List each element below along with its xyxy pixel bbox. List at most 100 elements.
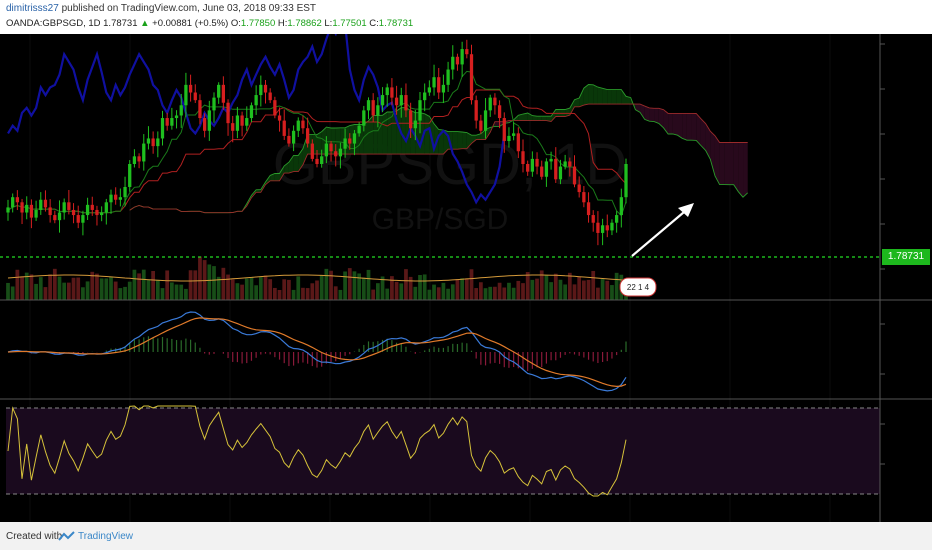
- volume-bar: [497, 282, 502, 300]
- cloud-segment: [382, 111, 388, 155]
- cloud-segment: [279, 165, 285, 181]
- candle-body: [577, 184, 581, 193]
- volume-bar: [563, 284, 568, 300]
- volume-bar: [357, 273, 362, 300]
- volume-bar: [343, 271, 347, 300]
- volume-bar: [249, 277, 254, 300]
- candle-body: [446, 69, 450, 85]
- volume-bar: [165, 270, 170, 300]
- candle-body: [71, 209, 76, 216]
- volume-bar: [399, 283, 404, 300]
- candle-body: [146, 138, 151, 144]
- candle-body: [118, 197, 123, 200]
- candle-body: [366, 100, 371, 111]
- candle-body: [123, 186, 127, 198]
- candle-body: [511, 133, 516, 136]
- volume-bar: [99, 278, 104, 300]
- published-text: published on TradingView.com, June 03, 2…: [61, 3, 317, 14]
- candle-body: [291, 130, 296, 144]
- rsi-band: [6, 408, 880, 494]
- candle-body: [497, 105, 502, 119]
- candle-body: [11, 197, 15, 208]
- volume-bar: [137, 273, 141, 300]
- volume-bar: [216, 276, 221, 300]
- candle-body: [493, 97, 497, 106]
- candle-body: [408, 110, 413, 129]
- candle-body: [329, 143, 333, 152]
- volume-bar: [521, 283, 525, 300]
- cloud-segment: [583, 84, 589, 106]
- cloud-segment: [293, 155, 299, 172]
- candle-body: [343, 138, 347, 149]
- candle-body: [39, 199, 43, 210]
- volume-bar: [193, 270, 198, 300]
- cloud-segment: [471, 135, 477, 144]
- event-badge[interactable]: 22 1 4: [619, 277, 657, 297]
- volume-bar: [57, 276, 62, 300]
- cloud-segment: [565, 108, 570, 117]
- candle-body: [558, 166, 563, 180]
- price-chart[interactable]: GBPSGD, 1D GBP/SGD 22 1 4: [0, 34, 932, 522]
- cloud-segment: [401, 107, 406, 155]
- volume-bar: [319, 275, 324, 300]
- candle-body: [572, 166, 577, 185]
- candle-body: [437, 77, 441, 93]
- candle-body: [99, 212, 104, 216]
- volume-bar: [455, 279, 460, 300]
- volume-bar: [511, 287, 516, 300]
- candle-body: [296, 120, 300, 131]
- candle-body: [76, 215, 80, 223]
- cloud-segment: [626, 96, 631, 105]
- cloud-segment: [607, 89, 612, 105]
- candle-body: [151, 138, 155, 147]
- tradingview-brand[interactable]: TradingView: [78, 531, 134, 542]
- candle-body: [469, 54, 474, 101]
- candle-body: [427, 87, 432, 93]
- volume-bar: [460, 278, 465, 300]
- volume-bar: [10, 286, 15, 300]
- high-value: 1.78862: [287, 18, 322, 29]
- cloud-segment: [686, 113, 692, 141]
- symbol-label: OANDA:GBPSGD, 1D: [6, 18, 101, 29]
- candle-body: [142, 143, 146, 162]
- cloud-segment: [452, 131, 458, 150]
- candle-body: [207, 110, 211, 131]
- volume-bar: [478, 282, 483, 300]
- volume-bar: [184, 288, 188, 300]
- volume-bar: [109, 276, 113, 300]
- candle-body: [488, 97, 492, 111]
- cloud-segment: [546, 116, 552, 122]
- candle-body: [170, 118, 174, 126]
- volume-bar: [48, 274, 53, 300]
- candle-body: [596, 222, 600, 233]
- cloud-segment: [658, 108, 664, 128]
- cloud-segment: [363, 120, 369, 155]
- volume-bar: [282, 279, 287, 300]
- candle-body: [362, 110, 366, 126]
- candle-body: [474, 100, 478, 121]
- candle-body: [376, 105, 380, 116]
- volume-bar: [66, 282, 71, 300]
- volume-bar: [422, 274, 427, 300]
- cloud-segment: [256, 189, 261, 193]
- cloud-segment: [743, 142, 748, 198]
- price-axis-label: 1.78731: [882, 249, 930, 265]
- macd-pane: [7, 311, 627, 392]
- publish-line: dimitrisss27 published on TradingView.co…: [6, 3, 316, 14]
- volume-bar: [347, 268, 352, 300]
- candle-body: [586, 202, 591, 216]
- cloud-segment: [714, 135, 720, 185]
- volume-bar: [118, 288, 123, 300]
- candle-body: [605, 225, 609, 231]
- candle-body: [263, 84, 268, 93]
- volume-bar: [263, 275, 268, 300]
- volume-bar: [549, 282, 553, 300]
- cloud-segment: [457, 131, 463, 150]
- candle-body: [160, 118, 165, 139]
- volume-bar: [272, 287, 277, 300]
- candle-body: [240, 115, 244, 126]
- author-link[interactable]: dimitrisss27: [6, 3, 59, 14]
- rsi-pane: [7, 405, 627, 497]
- candle-body: [404, 95, 408, 111]
- rsi-line: [7, 405, 627, 497]
